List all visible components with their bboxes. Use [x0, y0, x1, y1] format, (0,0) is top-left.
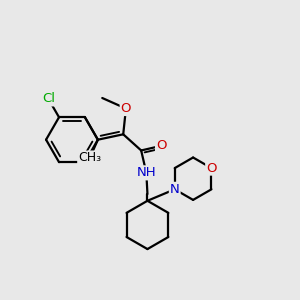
Text: Cl: Cl	[42, 92, 55, 105]
Text: CH₃: CH₃	[78, 152, 101, 164]
Text: N: N	[170, 183, 180, 196]
Text: NH: NH	[136, 166, 156, 179]
Text: O: O	[156, 139, 166, 152]
Text: O: O	[121, 102, 131, 115]
Text: O: O	[206, 162, 217, 175]
